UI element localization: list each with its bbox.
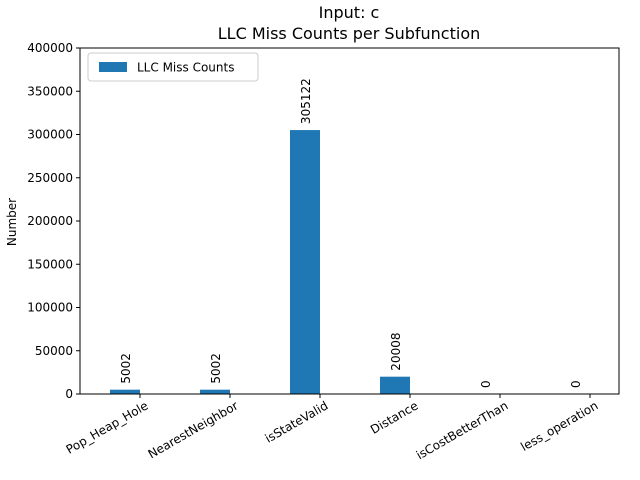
data-label: 0: [479, 380, 493, 388]
y-tick-label: 350000: [27, 84, 73, 98]
x-tick-label: isStateValid: [263, 398, 331, 445]
plot-area: 0 50000 100000 150000 200000 250000 300000 3500…: [27, 41, 620, 462]
x-tick-label: Pop_Heap_Hole: [64, 398, 151, 456]
y-tick-label: 400000: [27, 41, 73, 55]
x-tick-label: Distance: [368, 398, 420, 436]
chart-subtitle: LLC Miss Counts per Subfunction: [218, 24, 481, 43]
legend: LLC Miss Counts: [87, 52, 259, 82]
bar-Pop_Heap_Hole: [110, 389, 140, 394]
chart-title: Input: c: [319, 3, 380, 22]
axes-frame: [79, 47, 620, 395]
data-label: 0: [569, 380, 583, 388]
y-tick-label: 250000: [27, 171, 73, 185]
data-label: 5002: [209, 353, 223, 384]
y-tick-label: 100000: [27, 301, 73, 315]
bar-Distance: [380, 376, 410, 394]
y-tick-label: 0: [65, 387, 73, 401]
bar-NearestNeighbor: [200, 389, 230, 394]
y-tick-label: 200000: [27, 214, 73, 228]
data-label: 305122: [299, 78, 313, 124]
legend-frame: [87, 52, 259, 82]
legend-label: LLC Miss Counts: [137, 61, 234, 75]
data-label: 5002: [119, 353, 133, 384]
x-tick-label: less_operation: [518, 398, 600, 454]
y-tick-label: 300000: [27, 128, 73, 142]
legend-swatch: [99, 62, 127, 72]
y-axis-label: Number: [5, 198, 19, 246]
y-tick-label: 50000: [35, 344, 73, 358]
bar-isStateValid: [290, 130, 320, 395]
x-tick-label: NearestNeighbor: [146, 398, 241, 461]
y-tick-label: 150000: [27, 257, 73, 271]
data-label: 20008: [389, 333, 403, 371]
x-tick-label: isCostBetterThan: [414, 398, 511, 462]
